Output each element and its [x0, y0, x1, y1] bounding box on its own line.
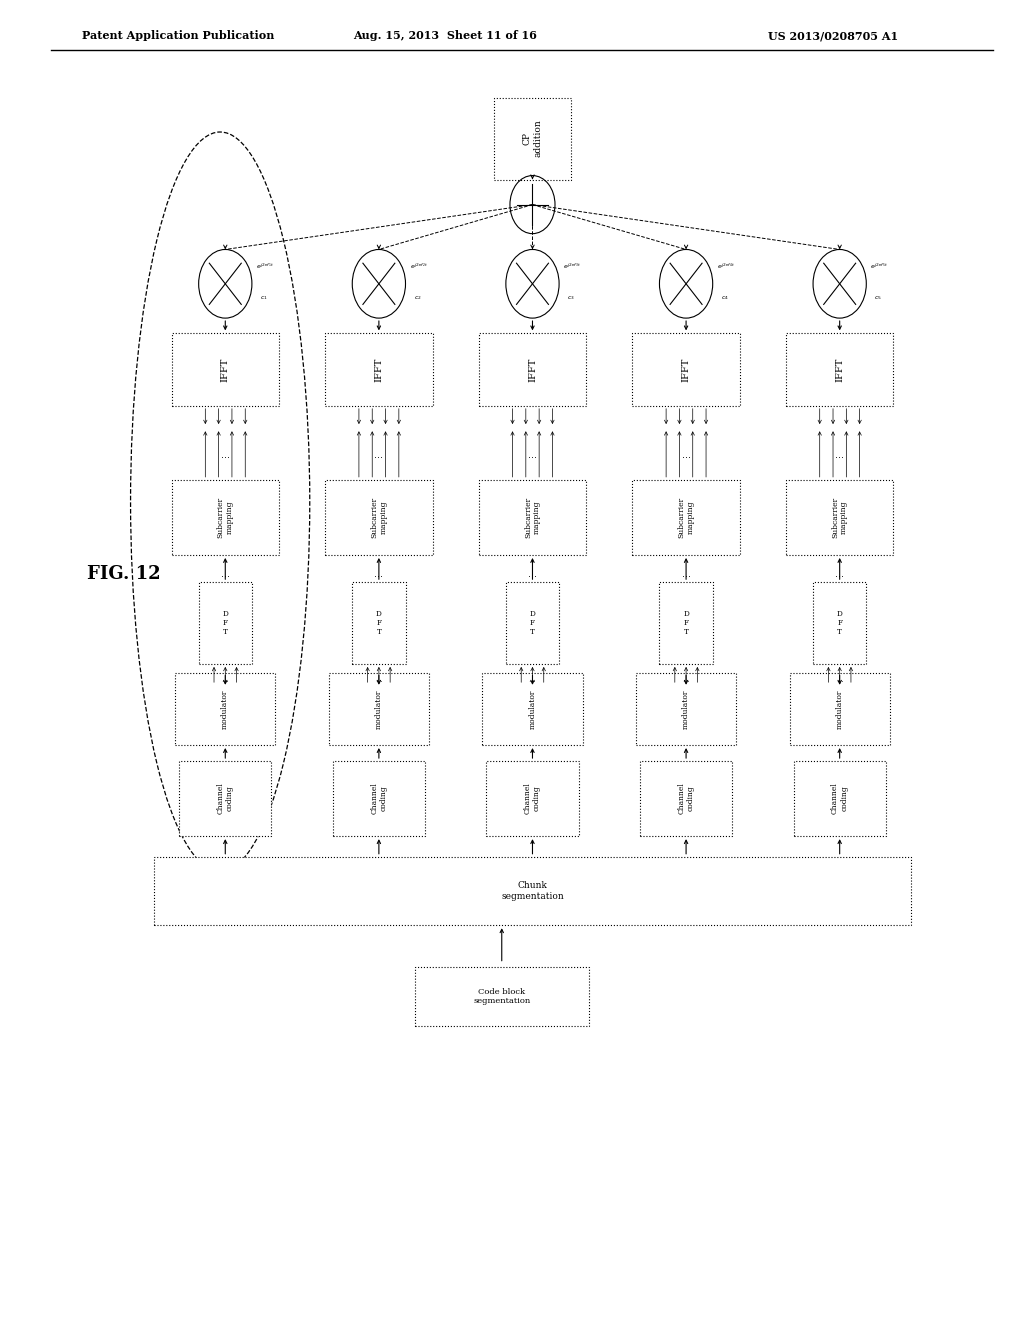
Text: ...: ...: [836, 675, 844, 684]
Bar: [790, 672, 890, 744]
Text: US 2013/0208705 A1: US 2013/0208705 A1: [768, 30, 898, 41]
Text: $c_{5}$: $c_{5}$: [874, 294, 883, 302]
Text: ...: ...: [682, 569, 690, 579]
Bar: [175, 672, 275, 744]
Text: $e^{j2\pi f_{1}t}$: $e^{j2\pi f_{1}t}$: [256, 261, 274, 271]
Bar: [633, 479, 739, 554]
Bar: [326, 479, 432, 554]
Bar: [333, 760, 425, 837]
Text: Subcarrier
mapping: Subcarrier mapping: [678, 496, 694, 539]
Bar: [482, 672, 583, 744]
Text: Channel
coding: Channel coding: [524, 783, 541, 814]
Text: ...: ...: [836, 450, 844, 461]
Text: ...: ...: [221, 569, 229, 579]
Bar: [786, 479, 893, 554]
Bar: [199, 582, 252, 664]
Bar: [794, 760, 886, 837]
Text: IFFT: IFFT: [836, 358, 844, 381]
Text: $e^{j2\pi f_{3}t}$: $e^{j2\pi f_{3}t}$: [563, 261, 582, 271]
Text: Channel
coding: Channel coding: [371, 783, 387, 814]
Text: D
F
T: D F T: [837, 610, 843, 636]
Text: IFFT: IFFT: [375, 358, 383, 381]
Text: ...: ...: [375, 675, 383, 684]
Bar: [659, 582, 713, 664]
Text: FIG. 12: FIG. 12: [87, 565, 161, 583]
Text: Subcarrier
mapping: Subcarrier mapping: [831, 496, 848, 539]
Text: modulator: modulator: [221, 689, 229, 729]
Text: CP
addition: CP addition: [523, 120, 542, 157]
Text: ...: ...: [528, 675, 537, 684]
Text: Channel
coding: Channel coding: [678, 783, 694, 814]
Text: Subcarrier
mapping: Subcarrier mapping: [217, 496, 233, 539]
Bar: [633, 333, 739, 407]
Bar: [154, 857, 911, 925]
Text: $e^{j2\pi f_{4}t}$: $e^{j2\pi f_{4}t}$: [717, 261, 735, 271]
Bar: [326, 333, 432, 407]
Bar: [479, 333, 586, 407]
Bar: [813, 582, 866, 664]
Text: Patent Application Publication: Patent Application Publication: [82, 30, 274, 41]
Bar: [479, 479, 586, 554]
Text: ...: ...: [221, 450, 229, 461]
Text: ...: ...: [375, 450, 383, 461]
Text: Channel
coding: Channel coding: [217, 783, 233, 814]
Text: $c_{1}$: $c_{1}$: [260, 294, 268, 302]
Bar: [329, 672, 429, 744]
Text: ...: ...: [682, 675, 690, 684]
Text: $c_{2}$: $c_{2}$: [414, 294, 422, 302]
Text: ...: ...: [836, 569, 844, 579]
Text: Subcarrier
mapping: Subcarrier mapping: [371, 496, 387, 539]
Text: modulator: modulator: [528, 689, 537, 729]
Text: D
F
T: D F T: [529, 610, 536, 636]
Bar: [352, 582, 406, 664]
Bar: [495, 98, 571, 180]
Text: D
F
T: D F T: [683, 610, 689, 636]
Bar: [415, 966, 589, 1027]
Text: D
F
T: D F T: [376, 610, 382, 636]
Bar: [172, 333, 279, 407]
Text: modulator: modulator: [682, 689, 690, 729]
Text: IFFT: IFFT: [221, 358, 229, 381]
Text: Code block
segmentation: Code block segmentation: [473, 987, 530, 1006]
Bar: [179, 760, 271, 837]
Text: Aug. 15, 2013  Sheet 11 of 16: Aug. 15, 2013 Sheet 11 of 16: [353, 30, 538, 41]
Text: $e^{j2\pi f_{2}t}$: $e^{j2\pi f_{2}t}$: [410, 261, 428, 271]
Text: modulator: modulator: [836, 689, 844, 729]
Bar: [506, 582, 559, 664]
Bar: [486, 760, 579, 837]
Text: ...: ...: [221, 675, 229, 684]
Bar: [786, 333, 893, 407]
Bar: [640, 760, 732, 837]
Text: ...: ...: [528, 450, 537, 461]
Text: ...: ...: [528, 569, 537, 579]
Text: Chunk
segmentation: Chunk segmentation: [501, 882, 564, 900]
Text: D
F
T: D F T: [222, 610, 228, 636]
Text: ...: ...: [375, 569, 383, 579]
Text: IFFT: IFFT: [682, 358, 690, 381]
Text: ...: ...: [682, 450, 690, 461]
Text: $c_{3}$: $c_{3}$: [567, 294, 575, 302]
Text: modulator: modulator: [375, 689, 383, 729]
Text: IFFT: IFFT: [528, 358, 537, 381]
Text: $e^{j2\pi f_{5}t}$: $e^{j2\pi f_{5}t}$: [870, 261, 889, 271]
Bar: [172, 479, 279, 554]
Text: Channel
coding: Channel coding: [831, 783, 848, 814]
Text: Subcarrier
mapping: Subcarrier mapping: [524, 496, 541, 539]
Bar: [636, 672, 736, 744]
Text: $c_{4}$: $c_{4}$: [721, 294, 729, 302]
